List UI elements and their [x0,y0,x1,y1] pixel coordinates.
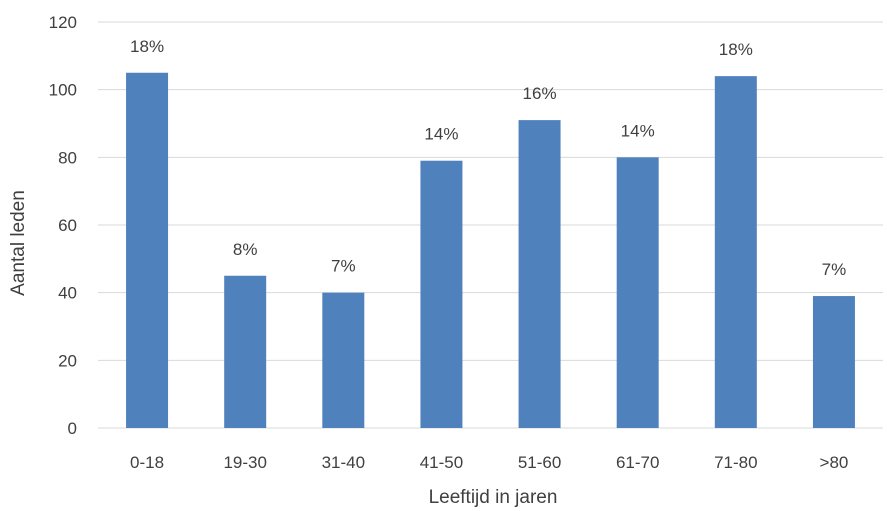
x-tick-label: 41-50 [420,453,463,472]
x-axis-tick-labels: 0-18 19-30 31-40 41-50 51-60 61-70 71-80 >80 [130,453,848,472]
x-tick-label: 71-80 [714,453,757,472]
y-tick-label: 40 [58,284,77,303]
data-label: 18% [719,40,753,59]
x-tick-label: 0-18 [130,453,164,472]
x-tick-label: >80 [820,453,849,472]
bar [224,276,266,428]
data-label: 8% [233,240,258,259]
x-axis-title: Leeftijd in jaren [429,487,558,508]
bar [420,161,462,428]
x-tick-label: 61-70 [616,453,659,472]
data-label: 7% [331,257,356,276]
data-label: 14% [424,125,458,144]
x-tick-label: 19-30 [223,453,266,472]
gridlines [98,22,883,428]
bar [715,76,757,428]
y-tick-label: 60 [58,216,77,235]
bar [322,293,364,428]
bar [519,120,561,428]
y-axis-title: Aantal leden [8,190,29,296]
y-tick-label: 0 [68,419,77,438]
data-label: 18% [130,37,164,56]
y-axis-tick-labels: 0 20 40 60 80 100 120 [49,13,77,438]
bar [813,296,855,428]
y-tick-label: 120 [49,13,77,32]
x-tick-label: 31-40 [322,453,365,472]
data-label: 16% [523,84,557,103]
bar [126,73,168,428]
data-label: 14% [621,121,655,140]
x-tick-label: 51-60 [518,453,561,472]
y-tick-label: 20 [58,351,77,370]
y-tick-label: 100 [49,81,77,100]
data-label: 7% [822,260,847,279]
bar [617,157,659,428]
y-tick-label: 80 [58,148,77,167]
